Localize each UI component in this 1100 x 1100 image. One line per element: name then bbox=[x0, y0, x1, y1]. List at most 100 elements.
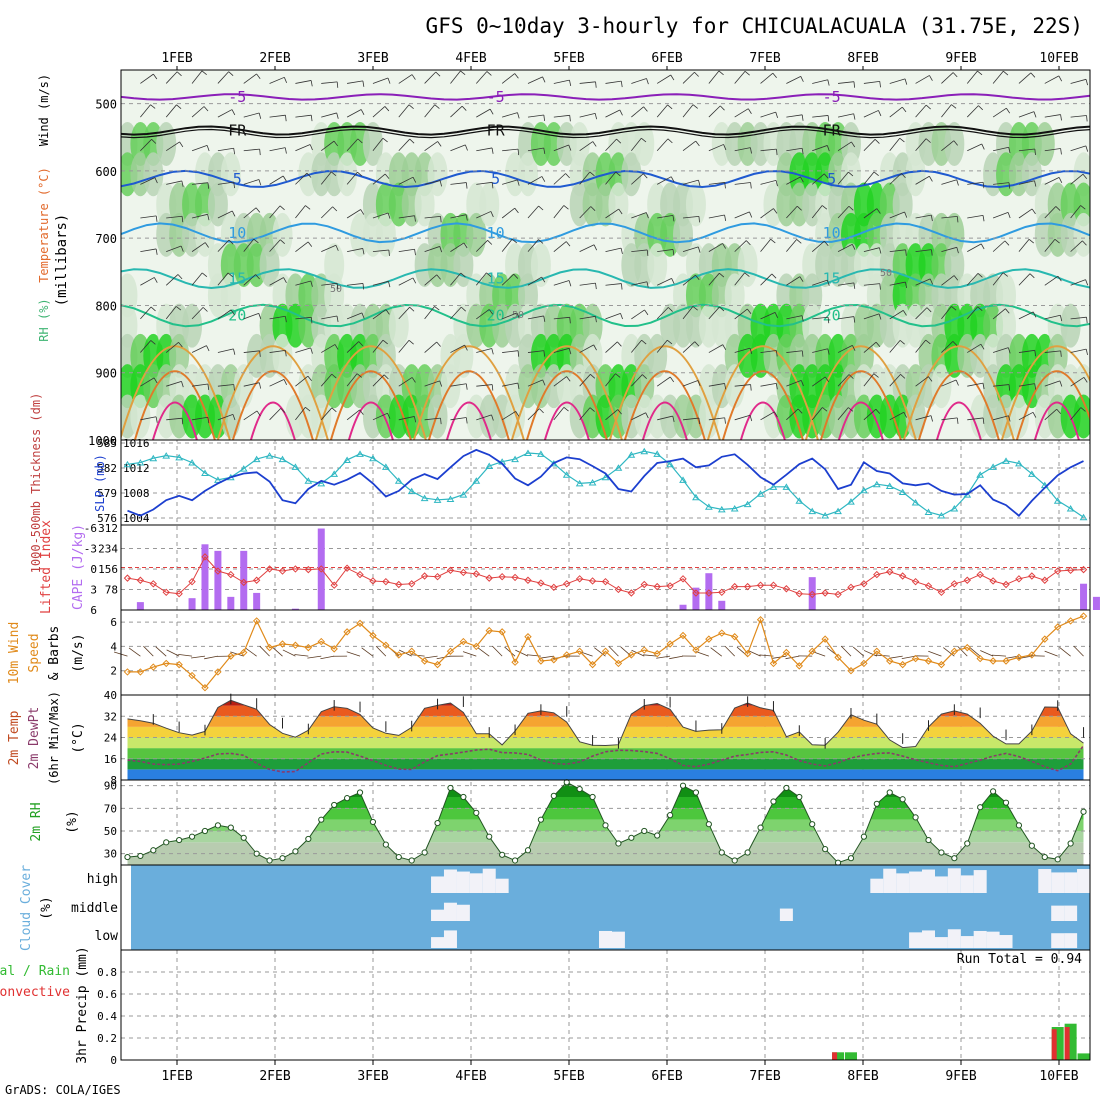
slp-line bbox=[127, 448, 1084, 517]
rh-cell bbox=[802, 273, 823, 318]
li-ylabel: Lifted Index bbox=[39, 520, 54, 614]
wind-barb bbox=[321, 140, 335, 152]
wind-speed-point bbox=[937, 660, 946, 669]
rh-cell bbox=[220, 152, 241, 197]
wind-barb bbox=[217, 384, 234, 387]
surface-wind-barb bbox=[320, 655, 335, 660]
wind-barb bbox=[539, 408, 544, 414]
lifted-index-point bbox=[1079, 565, 1088, 574]
slp-tick: 1012 bbox=[123, 462, 150, 475]
rh-point bbox=[964, 840, 971, 847]
wind-barb bbox=[1018, 111, 1035, 118]
thickness-point bbox=[433, 496, 442, 503]
wind-barb bbox=[697, 246, 701, 253]
wind-barb bbox=[760, 350, 777, 353]
surface-isotherm bbox=[641, 401, 688, 440]
wind-barb bbox=[414, 249, 416, 256]
wind-barb bbox=[760, 312, 776, 320]
rh-point bbox=[615, 840, 622, 847]
surface-isotherm bbox=[133, 370, 216, 440]
lifted-index-point bbox=[252, 576, 261, 584]
wind-speed-point bbox=[1053, 623, 1062, 631]
wind-barb bbox=[853, 81, 856, 88]
precip-tick: 0.6 bbox=[97, 988, 117, 1001]
wind-barb bbox=[993, 182, 1010, 185]
wind-barb bbox=[181, 381, 184, 388]
x-tick-label-bottom: 9FEB bbox=[945, 1069, 976, 1084]
wind-barb bbox=[155, 215, 158, 222]
wind-barb bbox=[708, 182, 725, 185]
surface-isotherm bbox=[739, 401, 786, 440]
lifted-index-point bbox=[498, 573, 506, 581]
wind-barb bbox=[926, 307, 932, 313]
wind-speed-point bbox=[627, 651, 636, 659]
wind-barb bbox=[734, 272, 746, 286]
wind-barb bbox=[295, 114, 312, 118]
wind-barb bbox=[631, 212, 647, 219]
wind-barb bbox=[527, 239, 539, 252]
lifted-index-point bbox=[201, 553, 209, 561]
wind-barb bbox=[579, 81, 596, 84]
wind-barb bbox=[1070, 377, 1085, 387]
wind-barb bbox=[243, 312, 259, 320]
wind-speed-point bbox=[705, 635, 713, 643]
rh-cell bbox=[673, 212, 694, 257]
wind-barb bbox=[527, 315, 544, 320]
wind-barb bbox=[1070, 115, 1087, 118]
wind-barb bbox=[153, 277, 158, 283]
wind-barb bbox=[1006, 107, 1011, 114]
wind-barb bbox=[978, 105, 984, 111]
wind-barb bbox=[569, 80, 572, 87]
wind-barb bbox=[811, 205, 823, 219]
wind-barb bbox=[967, 181, 984, 185]
wind-barb bbox=[915, 175, 930, 185]
lifted-index-point bbox=[769, 581, 778, 589]
wind-barb bbox=[590, 206, 596, 211]
wind-barb bbox=[553, 280, 570, 286]
rh-cell bbox=[698, 394, 719, 439]
wind-speed-point bbox=[563, 651, 571, 659]
thickness-point bbox=[149, 454, 158, 462]
wind-speed-point bbox=[524, 633, 532, 641]
wind-speed-point bbox=[692, 646, 700, 654]
wind-barb bbox=[203, 106, 209, 112]
wind-barb bbox=[227, 272, 233, 278]
wind-barb bbox=[1080, 205, 1086, 210]
wind-barb bbox=[1028, 238, 1035, 244]
surface-wind-barb bbox=[462, 651, 477, 657]
wind-barb bbox=[967, 343, 982, 353]
wind-barb bbox=[140, 215, 157, 219]
wind-barb bbox=[941, 341, 954, 353]
x-tick-label-top: 8FEB bbox=[847, 51, 878, 66]
wind-barb bbox=[672, 215, 675, 222]
wind-barb bbox=[1034, 350, 1037, 357]
cape-bar bbox=[136, 602, 144, 610]
wind-speed-point bbox=[472, 642, 481, 651]
wind-barb bbox=[335, 245, 339, 251]
thickness-point bbox=[911, 498, 920, 506]
wind-barb bbox=[824, 240, 829, 246]
thickness-point bbox=[756, 490, 765, 497]
lifted-index-point bbox=[330, 581, 338, 589]
wind-barb bbox=[992, 347, 1009, 353]
x-tick-label-bottom: 2FEB bbox=[259, 1069, 290, 1084]
rh-point bbox=[1028, 842, 1035, 849]
wind-barb bbox=[878, 313, 882, 320]
wind-barb bbox=[228, 71, 234, 76]
wind-barb bbox=[541, 276, 546, 283]
surface-wind-barb bbox=[477, 647, 490, 657]
isotherm-line bbox=[121, 128, 1090, 139]
wind-barb bbox=[812, 115, 829, 118]
wind-barb bbox=[915, 138, 927, 151]
x-tick-label-top: 3FEB bbox=[357, 51, 388, 66]
surface-wind-barb bbox=[436, 655, 451, 660]
wind-barb bbox=[387, 413, 391, 419]
surface-isotherm bbox=[804, 345, 917, 440]
rh-cell bbox=[582, 303, 603, 348]
lifted-index-point bbox=[860, 580, 868, 588]
rh-point bbox=[809, 821, 816, 828]
wind-barb bbox=[151, 139, 157, 144]
wind-barb bbox=[1070, 316, 1087, 320]
wind-barb bbox=[902, 310, 907, 316]
x-tick-label-bottom: 10FEB bbox=[1039, 1069, 1078, 1084]
